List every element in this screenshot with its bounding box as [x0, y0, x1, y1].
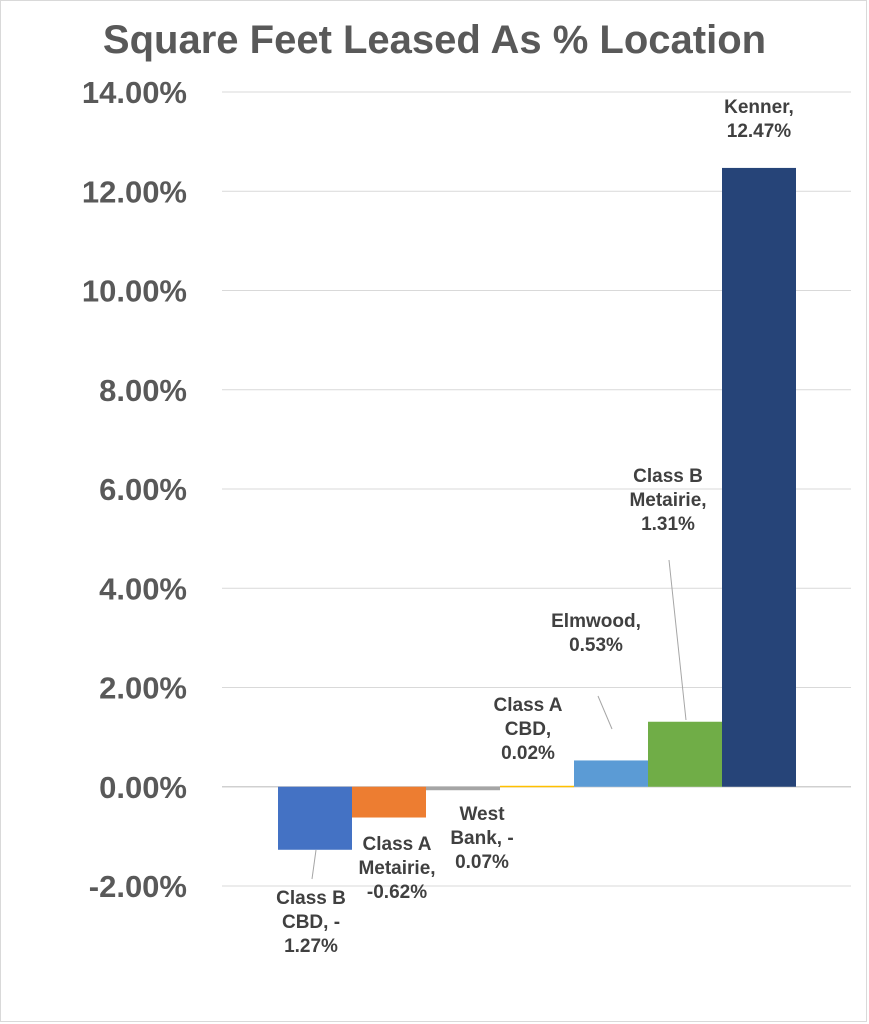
data-label: Class B Metairie, 1.31% [629, 466, 706, 535]
y-tick-label: 12.00% [82, 174, 187, 209]
y-tick-label: 4.00% [99, 571, 187, 606]
leader-line [311, 849, 317, 880]
y-tick-label: -2.00% [89, 869, 187, 904]
data-labels: Class B CBD, -1.27%Class A Metairie, -0.62%… [276, 97, 794, 957]
bar [500, 785, 574, 788]
bar [574, 760, 648, 787]
leader-line [597, 695, 613, 730]
bar [426, 786, 500, 791]
y-axis-tick-labels: -2.00% 0.00% 2.00% 4.00% 6.00% 8.00% 10.00% 12.… [82, 75, 187, 904]
y-tick-label: 6.00% [99, 472, 187, 507]
bar [352, 786, 426, 818]
y-tick-label: 10.00% [82, 274, 187, 309]
y-tick-label: 8.00% [99, 373, 187, 408]
data-label: West Bank, -0.07% [450, 804, 513, 873]
chart-title: Square Feet Leased As % Location [102, 18, 767, 62]
data-label: Kenner, 12.47% [724, 97, 794, 142]
leader-line [668, 559, 687, 721]
data-label: Elmwood, 0.53% [551, 611, 641, 656]
data-label: Class A Metairie, -0.62% [358, 834, 435, 903]
bars [278, 167, 796, 850]
bar [722, 167, 796, 787]
y-tick-label: 0.00% [99, 770, 187, 805]
bar [278, 786, 352, 850]
data-label: Class A CBD, 0.02% [494, 695, 563, 764]
leader-lines [311, 559, 687, 880]
y-tick-label: 2.00% [99, 671, 187, 706]
bar [648, 721, 722, 787]
data-label: Class B CBD, -1.27% [276, 888, 346, 957]
y-tick-label: 14.00% [82, 75, 187, 110]
